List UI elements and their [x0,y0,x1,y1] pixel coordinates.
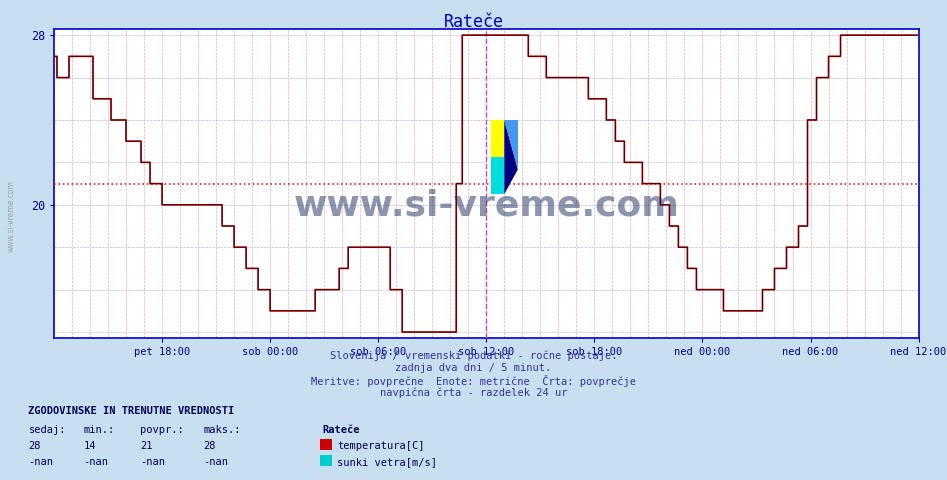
Polygon shape [491,120,505,157]
Text: -nan: -nan [204,457,228,467]
Text: maks.:: maks.: [204,425,241,435]
Text: www.si-vreme.com: www.si-vreme.com [294,188,679,222]
Text: Rateče: Rateče [443,12,504,31]
Text: sunki vetra[m/s]: sunki vetra[m/s] [337,457,438,467]
Text: 21: 21 [140,441,152,451]
Text: navpična črta - razdelek 24 ur: navpična črta - razdelek 24 ur [380,387,567,398]
Text: -nan: -nan [83,457,108,467]
Polygon shape [505,120,518,169]
Text: Slovenija / vremenski podatki - ročne postaje.: Slovenija / vremenski podatki - ročne po… [330,350,617,361]
Text: min.:: min.: [83,425,115,435]
Polygon shape [491,157,505,194]
Text: -nan: -nan [28,457,53,467]
Text: 28: 28 [28,441,41,451]
Text: Meritve: povprečne  Enote: metrične  Črta: povprečje: Meritve: povprečne Enote: metrične Črta:… [311,375,636,387]
Polygon shape [505,120,518,194]
Text: Rateče: Rateče [322,425,360,435]
Text: www.si-vreme.com: www.si-vreme.com [7,180,16,252]
Text: ZGODOVINSKE IN TRENUTNE VREDNOSTI: ZGODOVINSKE IN TRENUTNE VREDNOSTI [28,406,235,416]
Text: zadnja dva dni / 5 minut.: zadnja dva dni / 5 minut. [396,363,551,373]
Text: temperatura[C]: temperatura[C] [337,441,424,451]
Text: 28: 28 [204,441,216,451]
Text: sedaj:: sedaj: [28,425,66,435]
Text: povpr.:: povpr.: [140,425,184,435]
Text: -nan: -nan [140,457,165,467]
Text: 14: 14 [83,441,96,451]
